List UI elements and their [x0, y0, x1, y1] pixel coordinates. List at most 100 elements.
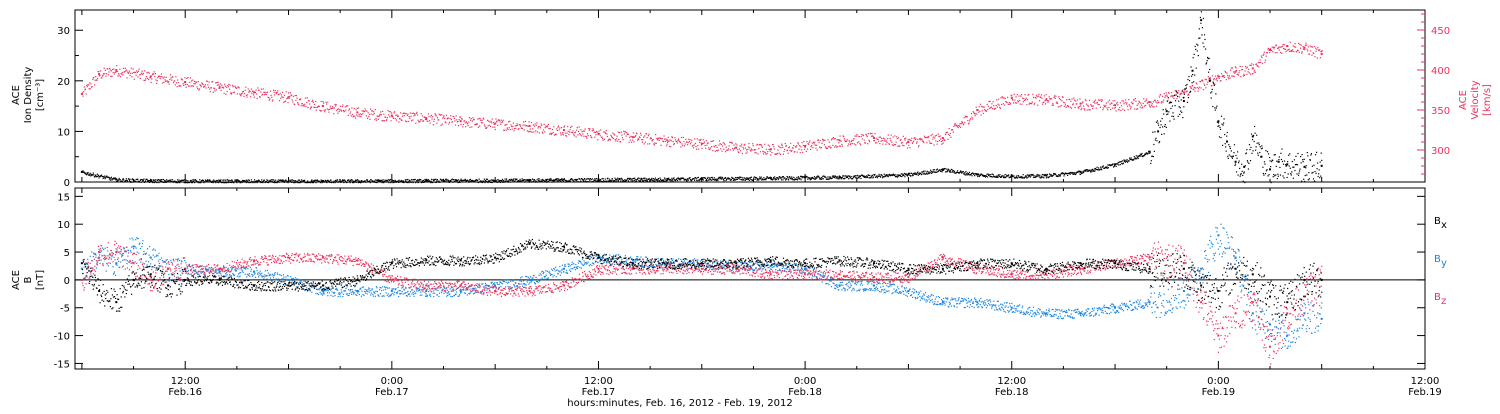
velocity-dot: [221, 90, 222, 91]
velocity-dot: [310, 108, 311, 109]
velocity-dot: [1140, 103, 1141, 104]
density-dot: [1035, 176, 1036, 177]
density-dot: [589, 180, 590, 181]
velocity-dot: [367, 118, 368, 119]
density-dot: [829, 177, 830, 178]
velocity-dot: [184, 77, 185, 78]
bottom-panel-frame: [75, 188, 1425, 369]
density-dot: [1243, 181, 1244, 182]
velocity-dot: [1243, 74, 1244, 75]
velocity-dot: [691, 142, 692, 143]
velocity-dot: [199, 88, 200, 89]
velocity-dot: [970, 118, 971, 119]
density-dot: [494, 180, 495, 181]
velocity-dot: [457, 121, 458, 122]
velocity-dot: [824, 140, 825, 141]
velocity-dot: [1304, 49, 1305, 50]
velocity-dot: [874, 133, 875, 134]
velocity-dot: [642, 139, 643, 140]
density-dot: [586, 179, 587, 180]
density-dot: [119, 178, 120, 179]
by-dot: [142, 243, 143, 244]
density-dot: [1264, 164, 1265, 165]
velocity-dot: [690, 143, 691, 144]
density-dot: [1127, 162, 1128, 163]
density-dot: [1177, 96, 1178, 97]
velocity-dot: [602, 138, 603, 139]
velocity-dot: [1073, 98, 1074, 99]
top-left-tick-label: 20: [57, 77, 70, 88]
velocity-dot: [324, 110, 325, 111]
density-dot: [673, 177, 674, 178]
velocity-dot: [844, 140, 845, 141]
velocity-dot: [838, 142, 839, 143]
velocity-dot: [852, 143, 853, 144]
velocity-dot: [924, 136, 925, 137]
velocity-dot: [542, 133, 543, 134]
density-dot: [1055, 174, 1056, 175]
velocity-dot: [1047, 100, 1048, 101]
velocity-dot: [1279, 49, 1280, 50]
velocity-dot: [1158, 102, 1159, 103]
velocity-dot: [610, 135, 611, 136]
velocity-dot: [539, 132, 540, 133]
density-dot: [926, 172, 927, 173]
velocity-dot: [228, 86, 229, 87]
velocity-dot: [319, 106, 320, 107]
velocity-dot: [886, 142, 887, 143]
velocity-dot: [603, 131, 604, 132]
velocity-dot: [376, 120, 377, 121]
velocity-dot: [799, 145, 800, 146]
velocity-dot: [865, 143, 866, 144]
density-dot: [1301, 162, 1302, 163]
velocity-dot: [1295, 47, 1296, 48]
by-dot: [135, 246, 136, 247]
velocity-dot: [936, 144, 937, 145]
velocity-dot: [1024, 100, 1025, 101]
velocity-dot: [818, 142, 819, 143]
velocity-dot: [332, 106, 333, 107]
density-dot: [676, 178, 677, 179]
velocity-dot: [568, 134, 569, 135]
density-dot: [1207, 57, 1208, 58]
velocity-dot: [1111, 103, 1112, 104]
density-dot: [575, 179, 576, 180]
density-dot: [443, 179, 444, 180]
velocity-dot: [667, 142, 668, 143]
density-dot: [142, 181, 143, 182]
density-dot: [989, 174, 990, 175]
density-dot: [1187, 79, 1188, 80]
velocity-dot: [322, 105, 323, 106]
density-dot: [1223, 122, 1224, 123]
velocity-dot: [1250, 65, 1251, 66]
velocity-dot: [597, 139, 598, 140]
density-dot: [246, 182, 247, 183]
velocity-dot: [563, 127, 564, 128]
velocity-dot: [1182, 89, 1183, 90]
density-dot: [90, 175, 91, 176]
velocity-dot: [126, 77, 127, 78]
density-dot: [1183, 106, 1184, 107]
density-dot: [773, 177, 774, 178]
velocity-dot: [507, 127, 508, 128]
velocity-dot: [1310, 45, 1311, 46]
density-dot: [370, 182, 371, 183]
density-dot: [1123, 160, 1124, 161]
velocity-dot: [1125, 102, 1126, 103]
density-dot: [1258, 142, 1259, 143]
velocity-dot: [400, 112, 401, 113]
velocity-dot: [542, 131, 543, 132]
velocity-dot: [368, 112, 369, 113]
density-dot: [1296, 164, 1297, 165]
density-dot: [387, 181, 388, 182]
density-dot: [1166, 127, 1167, 128]
velocity-dot: [1014, 94, 1015, 95]
density-dot: [739, 177, 740, 178]
velocity-dot: [1040, 97, 1041, 98]
velocity-dot: [1018, 101, 1019, 102]
velocity-dot: [905, 138, 906, 139]
velocity-dot: [274, 94, 275, 95]
density-dot: [1301, 181, 1302, 182]
density-dot: [529, 181, 530, 182]
